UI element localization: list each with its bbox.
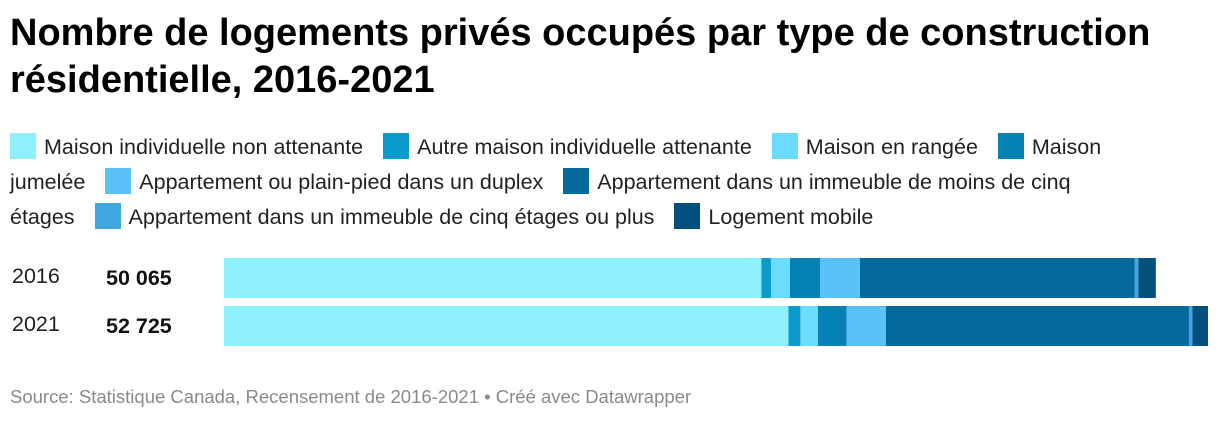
bar-segment-2021-4 — [817, 306, 847, 346]
row-label-2016: 2016 — [12, 264, 60, 288]
bar-segment-2016-5 — [820, 258, 860, 298]
legend-item-autre-maison: Autre maison individuelle attenante — [383, 133, 752, 159]
chart-title: Nombre de logements privés occupés par t… — [10, 12, 1151, 101]
legend-swatch — [771, 133, 798, 159]
legend-item-moins-cinq: Appartement dans un immeuble de moins de… — [563, 168, 1071, 194]
legend: Maison individuelle non attenante Autre … — [10, 130, 1215, 235]
legend-label: Appartement dans un immeuble de cinq éta… — [128, 205, 655, 229]
legend-label: Maison — [1031, 135, 1102, 159]
row-total-2021: 52 725 — [106, 314, 172, 338]
bar-segment-2016-3 — [770, 258, 790, 298]
legend-item-cinq-plus: Appartement dans un immeuble de cinq éta… — [94, 203, 655, 229]
legend-item-maison-jumelee-cont: jumelée — [10, 170, 85, 194]
legend-item-logement-mobile: Logement mobile — [674, 203, 874, 229]
bar-segment-2016-1 — [224, 258, 762, 298]
bar-segment-2021-2 — [788, 306, 801, 346]
legend-label: Maison individuelle non attenante — [44, 135, 364, 159]
legend-item-maison-rangee: Maison en rangée — [771, 133, 978, 159]
bar-segment-2021-6 — [885, 306, 1189, 346]
legend-label: Autre maison individuelle attenante — [417, 135, 752, 159]
bar-segment-2021-5 — [846, 306, 886, 346]
legend-swatch — [674, 203, 701, 229]
bar-segment-2021-1 — [224, 306, 789, 346]
bar-segment-2016-4 — [789, 258, 821, 298]
legend-label: jumelée — [10, 170, 86, 194]
row-label-2021: 2021 — [12, 312, 60, 336]
bar-segment-2016-7 — [1134, 258, 1139, 298]
legend-label: Maison en rangée — [805, 135, 978, 159]
bar-segment-2016-8 — [1138, 258, 1156, 298]
legend-label: Appartement ou plain-pied dans un duplex — [139, 170, 544, 194]
bar-segment-2021-8 — [1192, 306, 1208, 346]
legend-label: étages — [10, 205, 75, 229]
bar-segment-2021-3 — [800, 306, 818, 346]
legend-swatch — [105, 168, 132, 194]
bar-segment-2016-2 — [761, 258, 771, 298]
bar-segment-2021-7 — [1188, 306, 1193, 346]
legend-swatch — [563, 168, 590, 194]
legend-item-duplex: Appartement ou plain-pied dans un duplex — [105, 168, 544, 194]
legend-label: Appartement dans un immeuble de moins de… — [597, 170, 1071, 194]
bar-segment-2016-6 — [859, 258, 1135, 298]
source-note: Source: Statistique Canada, Recensement … — [10, 386, 692, 407]
legend-swatch — [94, 203, 121, 229]
legend-item-moins-cinq-cont: étages — [10, 205, 75, 229]
legend-swatch — [10, 133, 36, 159]
legend-swatch — [997, 133, 1024, 159]
legend-label: Logement mobile — [708, 205, 874, 229]
row-total-2016: 50 065 — [106, 266, 172, 290]
legend-item-maison-jumelee: Maison — [997, 133, 1102, 159]
legend-swatch — [383, 133, 410, 159]
legend-item-maison-individuelle: Maison individuelle non attenante — [10, 133, 364, 159]
